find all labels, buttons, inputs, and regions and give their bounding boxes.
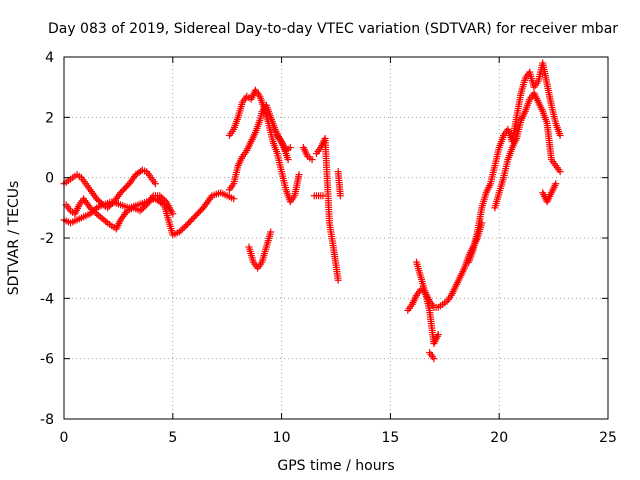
x-tick-label: 5 xyxy=(168,430,177,446)
data-point xyxy=(175,228,183,236)
x-tick-label: 20 xyxy=(490,430,508,446)
y-tick-label: -2 xyxy=(40,231,54,247)
series-track-1 xyxy=(60,166,159,212)
series-track-14 xyxy=(426,349,438,363)
data-point xyxy=(430,355,438,363)
data-point xyxy=(556,168,564,176)
data-point xyxy=(334,276,342,284)
data-point xyxy=(286,144,294,151)
series-track-9 xyxy=(312,134,342,284)
series-track-7 xyxy=(273,131,294,155)
data-point xyxy=(336,192,344,200)
data-point xyxy=(169,210,177,218)
data-point xyxy=(319,192,327,200)
axis-ticks xyxy=(63,56,609,420)
data-point xyxy=(434,331,442,339)
data-point xyxy=(93,195,101,203)
y-tick-label: 2 xyxy=(45,110,54,126)
data-point xyxy=(141,202,149,210)
series-track-13 xyxy=(413,258,442,348)
data-point xyxy=(230,195,238,203)
series-track-11 xyxy=(310,192,327,200)
x-axis-label: GPS time / hours xyxy=(277,458,394,474)
data-points xyxy=(60,59,564,363)
series-track-16 xyxy=(491,89,564,212)
series-track-2 xyxy=(60,189,238,239)
data-point xyxy=(556,131,564,139)
y-axis-label: SDTVAR / TECUs xyxy=(6,181,22,296)
series-track-6 xyxy=(245,228,275,272)
y-tick-label: -8 xyxy=(40,412,54,428)
data-point xyxy=(267,228,275,236)
series-track-3 xyxy=(62,192,177,233)
chart-title: Day 083 of 2019, Sidereal Day-to-day VTE… xyxy=(48,21,618,37)
data-point xyxy=(161,196,169,204)
series-track-15 xyxy=(465,59,564,266)
data-point xyxy=(139,204,147,212)
data-point xyxy=(151,180,159,188)
data-point xyxy=(295,171,303,179)
data-point xyxy=(159,195,167,203)
data-point xyxy=(308,156,316,164)
series-track-8 xyxy=(299,144,316,164)
data-point xyxy=(552,180,560,188)
data-point xyxy=(96,198,104,206)
data-point xyxy=(156,192,164,200)
data-point xyxy=(89,207,97,215)
tick-labels: 0 5 10 15 20 25 -8 -6 -4 -2 0 2 4 xyxy=(40,50,617,446)
data-point xyxy=(138,205,146,213)
series-track-17 xyxy=(539,180,560,206)
data-point xyxy=(86,210,94,218)
data-point xyxy=(94,196,102,204)
data-point xyxy=(157,193,165,201)
data-point xyxy=(91,208,99,216)
y-tick-label: -6 xyxy=(40,352,54,368)
data-point xyxy=(284,156,292,164)
y-tick-label: -4 xyxy=(40,291,54,307)
data-point xyxy=(86,204,94,212)
y-tick-label: 4 xyxy=(45,50,54,66)
data-point xyxy=(88,205,96,213)
data-point xyxy=(177,226,185,234)
data-point xyxy=(180,223,188,231)
x-tick-label: 0 xyxy=(60,430,69,446)
x-tick-label: 15 xyxy=(381,430,399,446)
series-track-10 xyxy=(334,168,344,200)
x-tick-label: 10 xyxy=(273,430,291,446)
y-tick-label: 0 xyxy=(45,171,54,187)
data-point xyxy=(179,225,187,233)
series-track-5 xyxy=(225,86,303,206)
x-tick-label: 25 xyxy=(599,430,617,446)
data-point xyxy=(136,207,144,215)
